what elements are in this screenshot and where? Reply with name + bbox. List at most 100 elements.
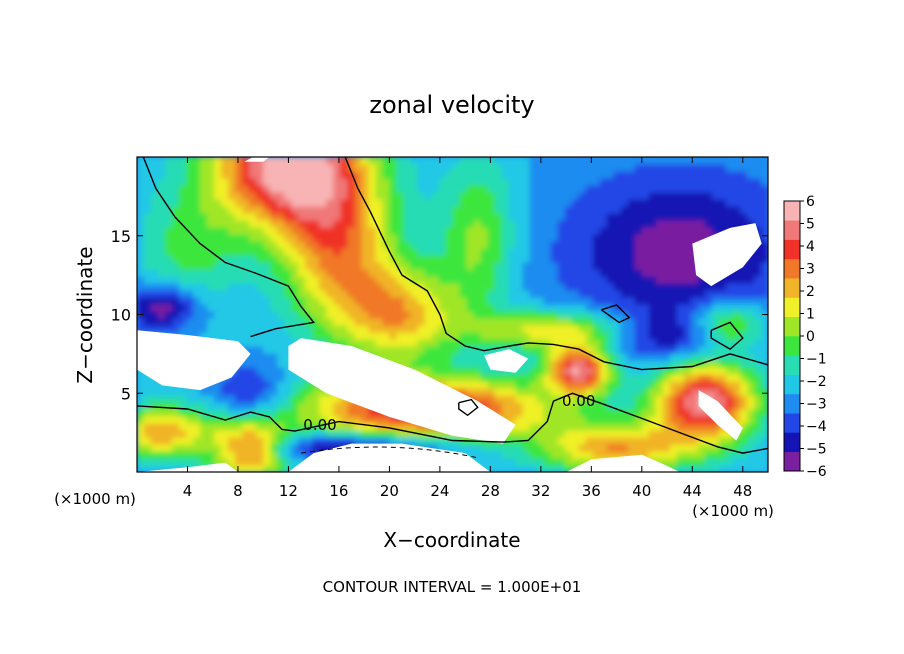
field-cell: [151, 388, 159, 396]
field-cell: [165, 178, 173, 186]
x-tick-label: 4: [183, 482, 193, 500]
field-cell: [326, 164, 334, 172]
field-cell: [158, 255, 166, 263]
field-cell: [732, 297, 741, 305]
field-cell: [256, 192, 264, 200]
field-cell: [263, 241, 271, 249]
field-cell: [193, 409, 201, 417]
field-cell: [361, 311, 369, 319]
field-cell: [382, 227, 390, 235]
field-cell: [683, 171, 692, 179]
field-cell: [613, 241, 622, 249]
field-cell: [151, 304, 159, 312]
field-cell: [228, 458, 236, 466]
field-cell: [683, 304, 692, 312]
field-cell: [557, 367, 566, 375]
field-cell: [564, 157, 573, 165]
field-cell: [375, 248, 383, 256]
field-cell: [263, 346, 271, 354]
field-cell: [354, 157, 362, 165]
field-cell: [529, 178, 538, 186]
field-cell: [543, 409, 552, 417]
field-cell: [515, 465, 524, 472]
field-cell: [641, 423, 650, 431]
field-cell: [242, 416, 250, 424]
field-cell: [242, 213, 250, 221]
field-cell: [529, 374, 538, 382]
field-cell: [410, 360, 419, 368]
field-cell: [186, 213, 194, 221]
field-cell: [739, 437, 748, 445]
field-cell: [151, 262, 159, 270]
field-cell: [620, 346, 629, 354]
field-cell: [424, 220, 433, 228]
field-cell: [641, 451, 650, 459]
field-cell: [606, 388, 615, 396]
field-cell: [711, 444, 720, 452]
field-cell: [459, 262, 468, 270]
field-cell: [431, 220, 440, 228]
field-cell: [312, 269, 320, 277]
field-cell: [676, 234, 685, 242]
field-cell: [445, 206, 454, 214]
field-cell: [711, 465, 720, 472]
field-cell: [746, 346, 755, 354]
field-cell: [193, 262, 201, 270]
field-cell: [158, 409, 166, 417]
field-cell: [718, 178, 727, 186]
field-cell: [305, 311, 313, 319]
field-cell: [718, 297, 727, 305]
field-cell: [347, 178, 355, 186]
field-cell: [564, 283, 573, 291]
field-cell: [676, 262, 685, 270]
field-cell: [550, 332, 559, 340]
field-cell: [613, 157, 622, 165]
field-cell: [753, 381, 762, 389]
field-cell: [627, 402, 636, 410]
field-cell: [627, 395, 636, 403]
field-cell: [711, 199, 720, 207]
field-cell: [571, 409, 580, 417]
field-cell: [704, 332, 713, 340]
field-cell: [494, 213, 503, 221]
field-cell: [550, 164, 559, 172]
field-cell: [501, 262, 510, 270]
field-cell: [347, 192, 355, 200]
field-cell: [263, 157, 271, 165]
field-cell: [172, 220, 180, 228]
field-cell: [214, 192, 222, 200]
field-cell: [732, 437, 741, 445]
field-cell: [760, 430, 768, 438]
field-cell: [578, 346, 587, 354]
field-cell: [298, 402, 306, 410]
field-cell: [354, 304, 362, 312]
field-cell: [165, 192, 173, 200]
field-cell: [214, 241, 222, 249]
field-cell: [193, 402, 201, 410]
field-cell: [557, 199, 566, 207]
field-cell: [403, 234, 412, 242]
field-cell: [277, 220, 285, 228]
field-cell: [312, 241, 320, 249]
field-cell: [725, 199, 734, 207]
field-cell: [690, 437, 699, 445]
field-cell: [466, 269, 475, 277]
field-cell: [480, 360, 489, 368]
field-cell: [151, 297, 159, 305]
field-cell: [641, 346, 650, 354]
field-cell: [242, 192, 250, 200]
field-cell: [676, 269, 685, 277]
field-cell: [172, 290, 180, 298]
field-cell: [424, 360, 433, 368]
field-cell: [207, 227, 215, 235]
field-cell: [417, 423, 426, 431]
field-cell: [221, 332, 229, 340]
field-cell: [487, 339, 496, 347]
field-cell: [410, 213, 419, 221]
field-cell: [578, 164, 587, 172]
field-cell: [312, 248, 320, 256]
field-cell: [389, 437, 398, 445]
field-cell: [676, 206, 685, 214]
field-cell: [305, 409, 313, 417]
field-cell: [564, 185, 573, 193]
